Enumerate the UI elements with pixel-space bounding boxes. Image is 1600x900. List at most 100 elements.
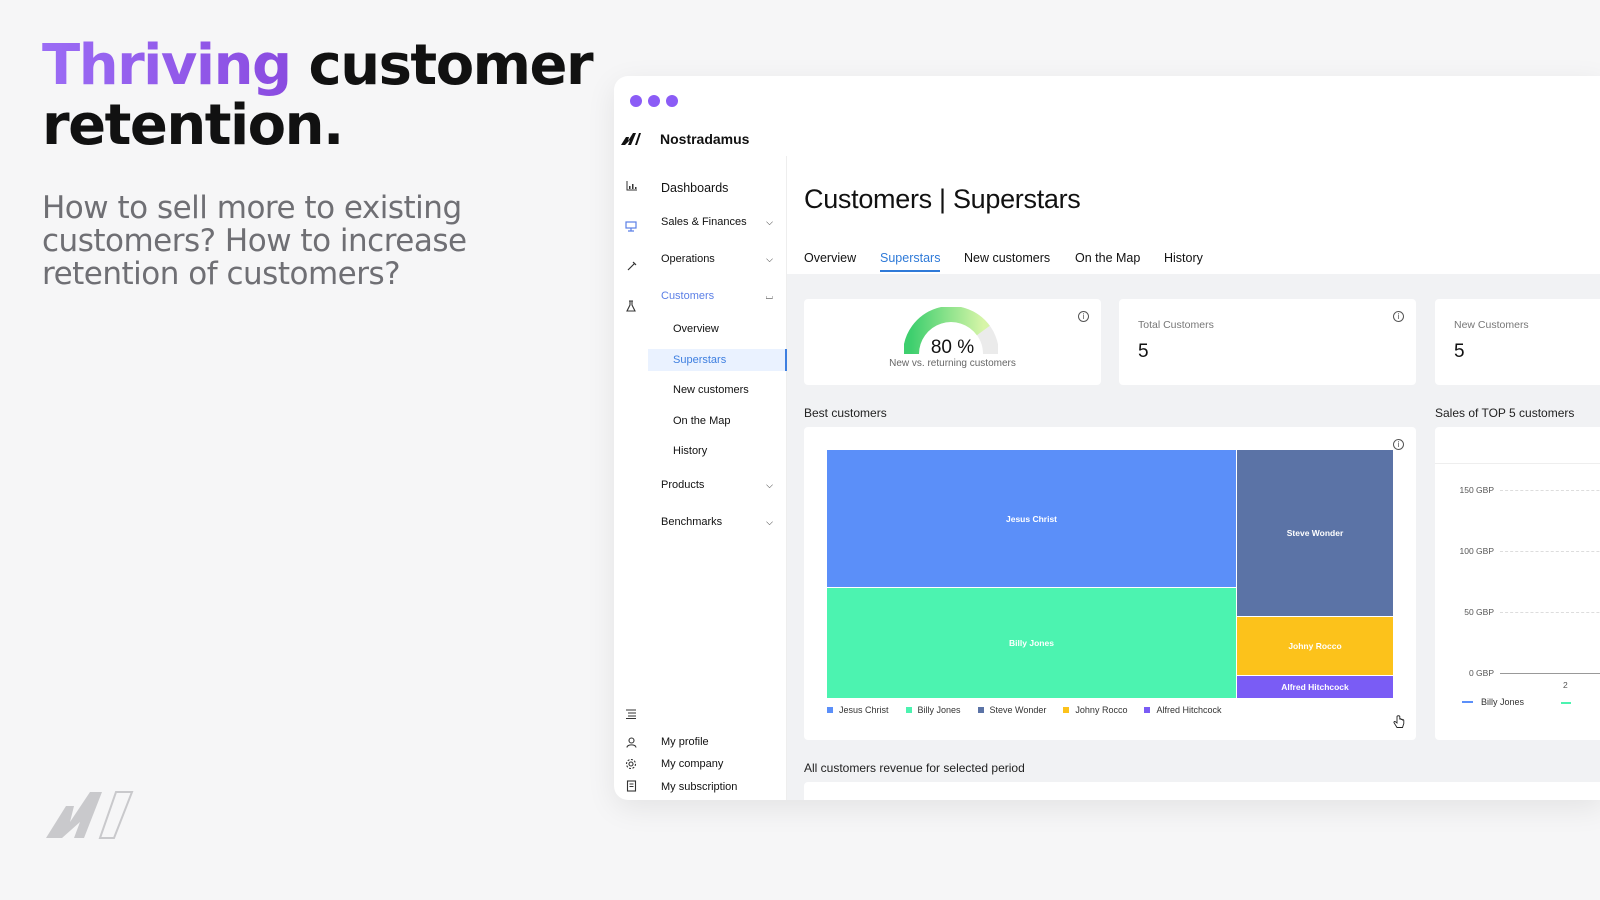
- window-dot[interactable]: [666, 95, 678, 107]
- total-customers-card: Total Customers 5 i: [1119, 299, 1416, 385]
- legend-label: Steve Wonder: [989, 705, 1047, 715]
- treemap-cell[interactable]: Jesus Christ: [827, 450, 1236, 587]
- legend-swatch: [1462, 701, 1473, 703]
- gauge-label: New vs. returning customers: [889, 358, 1016, 369]
- sidebar-subitem-new-customers[interactable]: New customers: [673, 384, 749, 396]
- legend-item[interactable]: Jesus Christ: [827, 705, 889, 715]
- menu-icon[interactable]: [623, 706, 639, 722]
- sidebar-item-my-subscription[interactable]: My subscription: [661, 781, 738, 793]
- grid-line: [1500, 612, 1600, 613]
- grid-line: [1435, 463, 1600, 464]
- sidebar-item-customers[interactable]: Customers ⌴: [648, 285, 787, 307]
- tab-overview[interactable]: Overview: [804, 251, 857, 265]
- legend-swatch: [1144, 707, 1151, 713]
- app-window: Nostradamus Dashboards Sales & Finan: [614, 76, 1600, 800]
- revenue-section-label: All customers revenue for selected perio…: [804, 761, 1025, 775]
- x-axis-tick: 2: [1563, 680, 1568, 690]
- legend-swatch: [1561, 702, 1571, 704]
- info-icon[interactable]: i: [1393, 311, 1404, 322]
- hero-subline: How to sell more to existing customers? …: [42, 190, 467, 292]
- sidebar-item-benchmarks[interactable]: Benchmarks ⌵: [648, 511, 787, 533]
- brand-logo-icon: [46, 791, 134, 839]
- nostradamus-logo-icon[interactable]: [614, 132, 648, 146]
- y-axis-tick: 150 GBP: [1459, 485, 1495, 495]
- bar-chart-icon[interactable]: [623, 178, 639, 194]
- gear-icon[interactable]: [623, 756, 639, 772]
- sidebar-subitem-overview[interactable]: Overview: [673, 323, 719, 335]
- legend-swatch: [905, 707, 912, 713]
- grid-line: [1500, 490, 1600, 491]
- legend-label: Johny Rocco: [1075, 705, 1128, 715]
- tab-on-the-map[interactable]: On the Map: [1075, 251, 1141, 265]
- sidebar-subitem-history[interactable]: History: [673, 445, 708, 457]
- gauge-card: 80 % New vs. returning customers i: [804, 299, 1101, 385]
- gauge-fill: [904, 307, 990, 355]
- treemap-cell[interactable]: Steve Wonder: [1237, 450, 1393, 616]
- tools-icon[interactable]: [623, 258, 639, 274]
- icon-rail: [614, 156, 648, 800]
- active-tab-indicator: [880, 270, 940, 272]
- hero-headline-accent: Thriving: [42, 33, 292, 98]
- window-dot[interactable]: [630, 95, 642, 107]
- legend-item[interactable]: Johny Rocco: [1063, 705, 1127, 715]
- info-icon[interactable]: i: [1393, 439, 1404, 450]
- app-header: Nostradamus: [614, 122, 1600, 156]
- kpi-value: 5: [1138, 341, 1149, 362]
- tab-history[interactable]: History: [1164, 251, 1203, 265]
- revenue-card: [804, 782, 1600, 800]
- tab-new-customers[interactable]: New customers: [964, 251, 1051, 265]
- x-axis-line: [1500, 673, 1600, 674]
- sidebar-item-dashboards[interactable]: Dashboards: [648, 177, 787, 199]
- treemap-cell[interactable]: Billy Jones: [827, 588, 1236, 698]
- legend-swatch: [827, 707, 833, 713]
- window-dot[interactable]: [648, 95, 660, 107]
- main-content: Customers | Superstars Overview Supersta…: [787, 156, 1600, 800]
- sidebar-item-my-company[interactable]: My company: [661, 758, 724, 770]
- sidebar-item-label: Sales & Finances: [661, 216, 747, 228]
- legend-label: Billy Jones: [917, 705, 961, 715]
- tab-superstars[interactable]: Superstars: [880, 251, 941, 265]
- gauge-chart: [904, 307, 998, 355]
- kpi-label: New Customers: [1454, 319, 1529, 331]
- sidebar-item-label: Customers: [661, 290, 715, 302]
- flask-icon[interactable]: [623, 298, 639, 314]
- sidebar-item-products[interactable]: Products ⌵: [648, 474, 787, 496]
- grid-line: [1500, 551, 1600, 552]
- y-axis-tick: 50 GBP: [1464, 607, 1494, 617]
- chevron-down-icon: ⌵: [766, 479, 773, 490]
- y-axis-tick: 100 GBP: [1459, 546, 1495, 556]
- top5-label: Sales of TOP 5 customers: [1435, 406, 1575, 420]
- hero-headline-rest: customer retention.: [42, 33, 594, 158]
- legend-item[interactable]: Alfred Hitchcock: [1144, 705, 1221, 715]
- chevron-down-icon: ⌵: [766, 516, 773, 527]
- treemap-legend: Jesus Christ Billy Jones Steve Wonder Jo…: [827, 705, 1221, 715]
- sidebar-item-label: Operations: [661, 253, 715, 265]
- document-icon[interactable]: [623, 778, 639, 794]
- user-icon[interactable]: [623, 734, 639, 750]
- kpi-label: Total Customers: [1138, 319, 1214, 331]
- presentation-icon[interactable]: [623, 218, 639, 234]
- best-customers-label: Best customers: [804, 406, 887, 420]
- sidebar-item-my-profile[interactable]: My profile: [661, 736, 709, 748]
- top5-sales-card: 150 GBP 100 GBP 50 GBP 0 GBP 2 Billy Jon…: [1435, 427, 1600, 740]
- info-icon[interactable]: i: [1078, 311, 1089, 322]
- treemap-cell[interactable]: Alfred Hitchcock: [1237, 676, 1393, 698]
- sidebar-subitem-superstars[interactable]: Superstars: [648, 349, 787, 371]
- legend-label: Billy Jones: [1481, 697, 1525, 707]
- treemap-cell[interactable]: Johny Rocco: [1237, 617, 1393, 675]
- y-axis-tick: 0 GBP: [1468, 668, 1494, 678]
- window-titlebar: [614, 76, 1600, 122]
- legend-item[interactable]: Billy Jones: [1462, 697, 1524, 707]
- legend-item[interactable]: Billy Jones: [905, 705, 961, 715]
- sidebar: Dashboards Sales & Finances ⌵ Operations ⌵…: [648, 156, 787, 800]
- app-name: Nostradamus: [660, 131, 750, 147]
- sidebar-subitem-on-the-map[interactable]: On the Map: [673, 415, 731, 427]
- legend-swatch: [977, 707, 984, 713]
- content-header: Customers | Superstars Overview Supersta…: [787, 156, 1600, 274]
- best-customers-card: i Jesus Christ Billy Jones Steve Wonder …: [804, 427, 1416, 740]
- legend-item[interactable]: Steve Wonder: [977, 705, 1047, 715]
- kpi-value: 5: [1454, 341, 1465, 362]
- sidebar-item-sales[interactable]: Sales & Finances ⌵: [648, 211, 787, 233]
- legend-swatch: [1063, 707, 1070, 713]
- sidebar-item-operations[interactable]: Operations ⌵: [648, 248, 787, 270]
